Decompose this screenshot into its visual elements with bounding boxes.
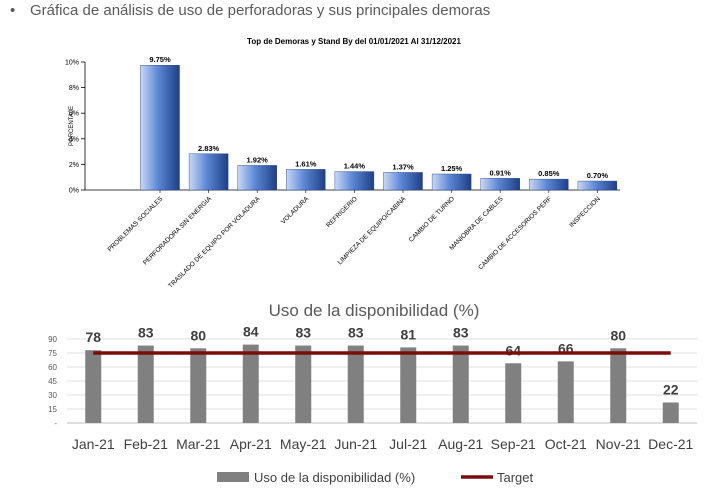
chart2-category-label: Mar-21 <box>176 436 221 452</box>
chart2-category-label: Dec-21 <box>648 436 693 452</box>
chart2-y-tick-label: 15 <box>48 405 57 414</box>
chart1-bar <box>334 171 375 191</box>
chart2-category-label: Sep-21 <box>491 436 536 452</box>
page-heading: • Gráfica de análisis de uso de perforado… <box>10 2 490 19</box>
chart1-category-label: CAMBIO DE TURNO <box>408 195 456 243</box>
chart1-y-tick-label: 8% <box>69 85 79 92</box>
chart1-category-label: REFRIGERIO <box>325 195 359 229</box>
chart2-category-label: Jul-21 <box>389 436 427 452</box>
chart2-category-label: Nov-21 <box>596 436 641 452</box>
chart2-category-label: May-21 <box>280 436 327 452</box>
chart2-bar <box>610 348 627 423</box>
chart2-data-label: 81 <box>400 326 416 342</box>
chart1-category-label: TRASLADO DE EQUIPO POR VOLADURA <box>167 195 262 290</box>
chart1-data-label: 1.61% <box>295 159 317 168</box>
chart1-data-label: 2.83% <box>198 144 220 153</box>
chart2-data-label: 78 <box>85 329 101 345</box>
chart1-bar <box>286 169 326 191</box>
chart1-bar <box>188 153 229 191</box>
chart1-y-tick-label: 6% <box>69 111 79 118</box>
chart1-data-label: 0.85% <box>538 169 560 178</box>
heading-text: Gráfica de análisis de uso de perforador… <box>30 2 491 19</box>
chart2-data-label: 83 <box>453 325 469 341</box>
legend-bar-label: Uso de la disponibilidad (%) <box>254 470 415 485</box>
chart1-data-label: 9.75% <box>149 55 171 64</box>
legend-target-label: Target <box>497 470 534 485</box>
chart1-data-label: 1.44% <box>344 162 366 171</box>
chart2-bar <box>242 344 259 423</box>
bullet-glyph: • <box>10 2 16 19</box>
chart2-category-label: Apr-21 <box>230 436 272 452</box>
chart2-category-label: Jan-21 <box>72 436 115 452</box>
chart2-data-label: 64 <box>505 342 521 358</box>
chart2-y-tick-label: 90 <box>48 335 57 344</box>
chart2-data-label: 83 <box>138 325 154 341</box>
chart1-bar <box>431 173 472 191</box>
chart2-data-label: 84 <box>243 324 259 340</box>
chart2-y-tick-label: 30 <box>48 391 57 400</box>
chart2-data-label: 83 <box>295 325 311 341</box>
chart1-bar <box>237 165 277 191</box>
chart1-y-tick-label: 10% <box>65 60 79 67</box>
chart1-y-tick-label: 4% <box>69 136 79 143</box>
availability-chart: Uso de la disponibilidad (%) - 15 30 45 60 75 9… <box>48 301 697 485</box>
chart2-data-label: 22 <box>663 381 679 397</box>
chart2-category-label: Feb-21 <box>124 436 169 452</box>
chart2-category-label: Jun-21 <box>334 436 377 452</box>
chart2-title: Uso de la disponibilidad (%) <box>269 301 480 320</box>
chart2-data-label: 80 <box>610 327 626 343</box>
chart1-bar <box>577 180 618 191</box>
chart2-bar <box>452 345 469 423</box>
chart1-y-tick-label: 2% <box>69 162 79 169</box>
chart1-data-label: 1.25% <box>441 164 463 173</box>
chart2-y-tick-label: 75 <box>48 349 57 358</box>
chart2-bar <box>505 363 522 423</box>
chart2-category-label: Oct-21 <box>545 436 587 452</box>
chart2-bar <box>137 345 154 423</box>
chart1-y-axis-label: PORCENTAJE <box>69 106 75 146</box>
chart1-category-label: INSPECCION <box>568 195 602 229</box>
chart2-bar <box>190 348 207 423</box>
chart1-data-label: 1.37% <box>392 162 414 171</box>
chart2-bar <box>400 347 417 423</box>
chart2-y-tick-label: 45 <box>48 377 57 386</box>
chart2-data-label: 83 <box>348 325 364 341</box>
chart1-data-label: 0.91% <box>490 168 512 177</box>
chart1-y-tick-label: 0% <box>69 188 79 195</box>
chart2-bar <box>85 350 102 423</box>
chart1-category-label: VOLADURA <box>280 195 311 226</box>
chart1-bar <box>140 64 180 191</box>
chart2-data-label: 80 <box>190 327 206 343</box>
chart2-bar <box>557 361 574 423</box>
chart1-data-label: 0.70% <box>587 171 609 180</box>
chart1-category-label: MANIOBRA DE CABLES <box>448 195 505 252</box>
chart1-bar <box>529 178 569 191</box>
chart1-category-label: PROBLEMAS SOCIALES <box>107 195 165 253</box>
chart1-title: Top de Demoras y Stand By del 01/01/2021… <box>247 37 461 46</box>
chart2-y-tick-label: - <box>54 419 57 428</box>
chart2-bar <box>295 345 312 423</box>
chart2-category-label: Aug-21 <box>438 436 483 452</box>
chart2-y-tick-label: 60 <box>48 363 57 372</box>
delays-chart: Top de Demoras y Stand By del 01/01/2021… <box>65 37 620 290</box>
chart2-bar <box>662 402 679 423</box>
chart2-bar <box>347 345 364 423</box>
legend-bar-swatch <box>217 472 249 482</box>
chart1-bar <box>383 172 423 191</box>
chart1-data-label: 1.92% <box>247 155 269 164</box>
chart1-bar <box>480 178 520 191</box>
